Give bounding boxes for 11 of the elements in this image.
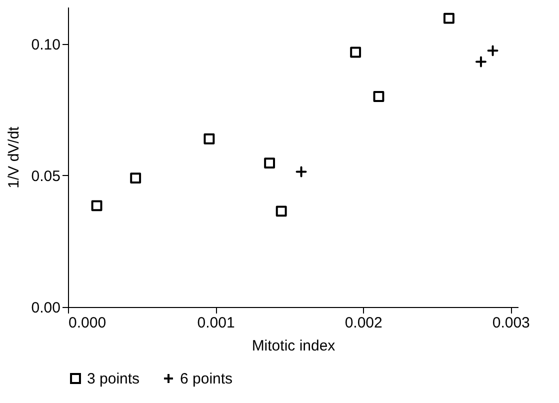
y-tick-label: 0.05 bbox=[31, 168, 60, 185]
y-tick-label: 0.00 bbox=[31, 300, 60, 316]
x-axis-title: Mitotic index bbox=[252, 338, 336, 354]
x-tick-label: 0.002 bbox=[344, 314, 382, 332]
x-tick-label: 0.000 bbox=[68, 314, 106, 332]
y-tick-label: 0.10 bbox=[31, 36, 60, 54]
x-tick-label: 0.003 bbox=[492, 314, 530, 332]
legend-label: 6 points bbox=[180, 370, 233, 388]
legend-label: 3 points bbox=[87, 370, 140, 388]
x-tick-label: 0.001 bbox=[197, 314, 235, 332]
y-axis-title: 1/V dV/dt bbox=[5, 126, 22, 188]
